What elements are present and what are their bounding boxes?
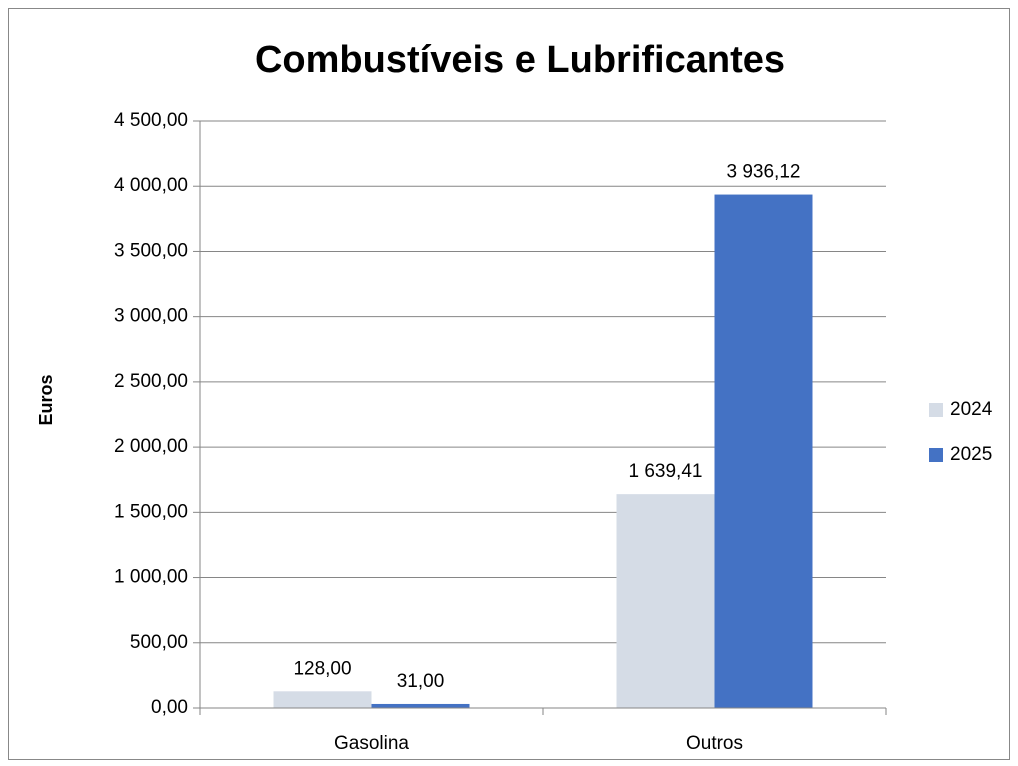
data-label: 3 936,12 [727,162,801,183]
bar [714,194,813,709]
data-label: 128,00 [293,658,351,679]
y-axis-label: Euros [36,374,56,425]
data-label: 31,00 [397,671,445,692]
y-tick-label: 1 500,00 [114,501,188,522]
bar [616,494,715,708]
bar [371,703,470,708]
legend-swatch [929,403,943,417]
y-tick-label: 4 500,00 [114,110,188,131]
legend-label: 2025 [950,444,992,465]
y-tick-label: 500,00 [130,632,188,653]
y-tick-label: 0,00 [151,697,188,718]
data-label: 1 639,41 [629,461,703,482]
chart-frame [8,8,1010,760]
y-tick-label: 2 000,00 [114,436,188,457]
y-tick-label: 4 000,00 [114,175,188,196]
y-tick-label: 3 500,00 [114,240,188,261]
y-tick-label: 2 500,00 [114,371,188,392]
x-tick-label: Gasolina [334,733,409,754]
y-tick-label: 3 000,00 [114,306,188,327]
legend-label: 2024 [950,399,993,420]
legend-swatch [929,448,943,462]
y-tick-label: 1 000,00 [114,567,188,588]
chart-title: Combustíveis e Lubrificantes [255,39,785,81]
bar [273,691,372,708]
x-tick-label: Outros [686,733,743,754]
